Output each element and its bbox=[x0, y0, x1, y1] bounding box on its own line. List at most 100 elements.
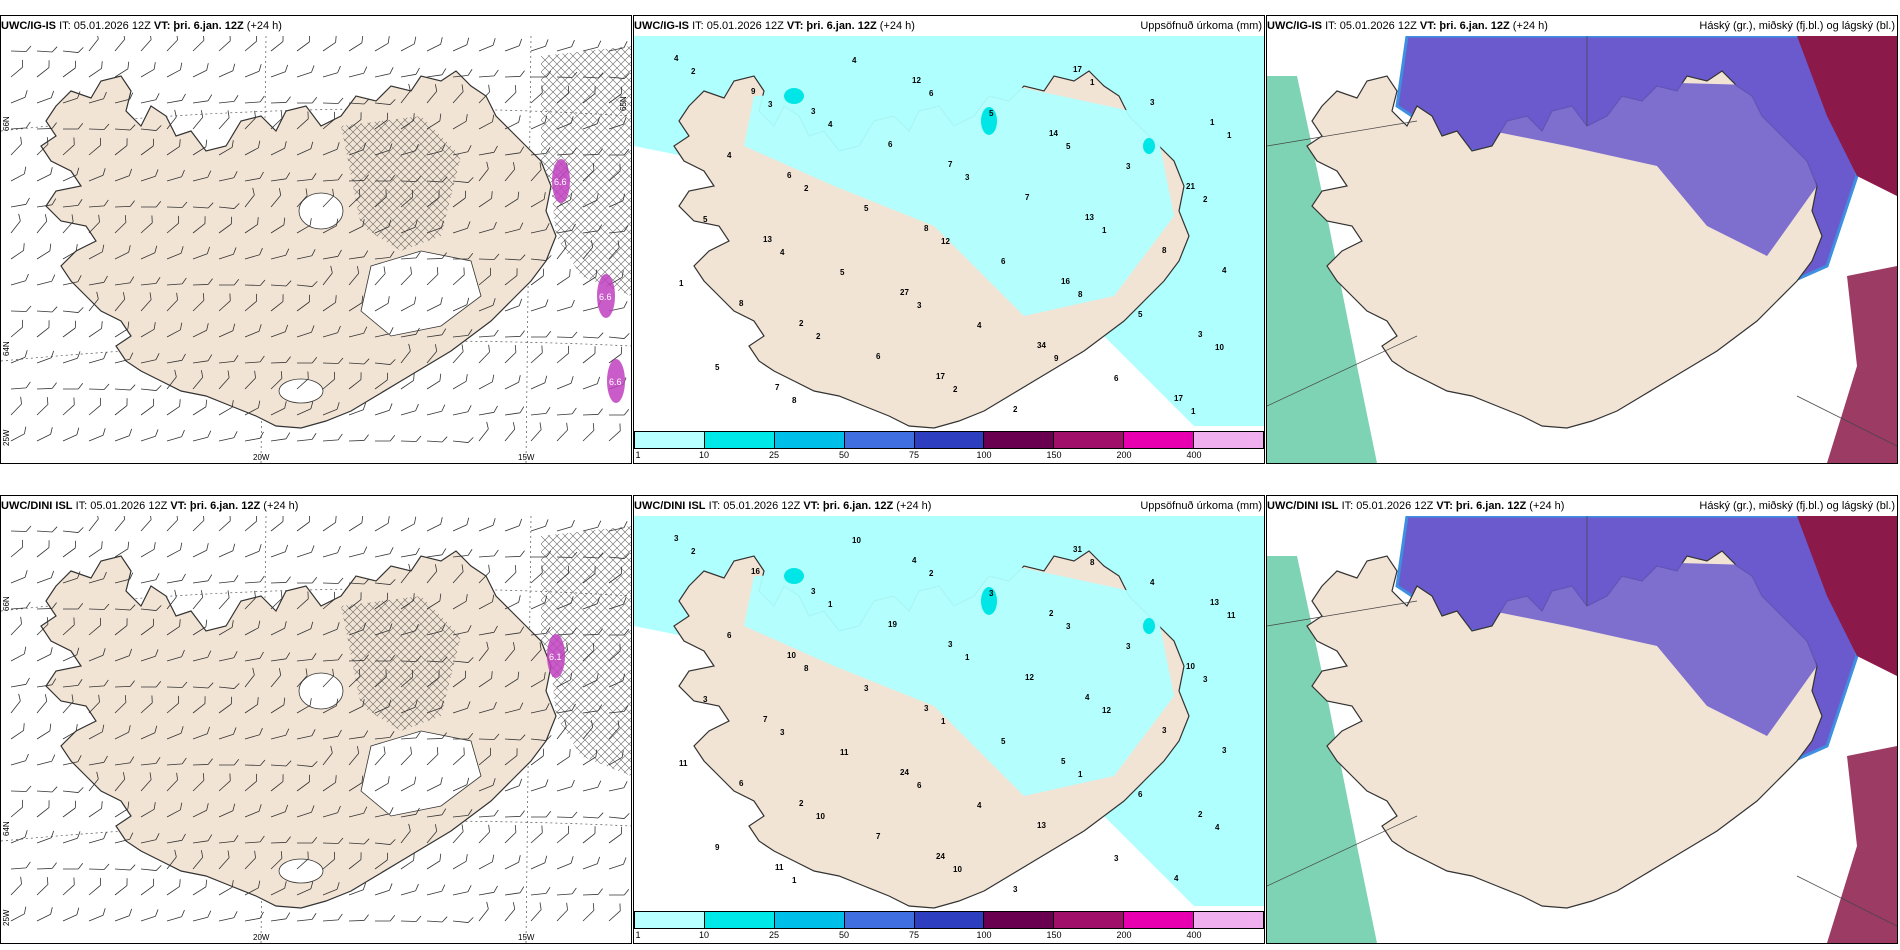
glacier-myrdalsjokull bbox=[278, 858, 324, 884]
precip-value: 6 bbox=[888, 140, 893, 149]
precip-value: 7 bbox=[1025, 193, 1030, 202]
map-canvas-cloud-1 bbox=[1267, 516, 1897, 943]
low-cloud-field-north bbox=[1797, 36, 1897, 196]
precip-value: 8 bbox=[1162, 246, 1167, 255]
precip-value: 31 bbox=[1073, 545, 1082, 554]
iceland-coastline bbox=[40, 550, 557, 909]
colorbar-tick-label: 200 bbox=[1116, 930, 1132, 940]
lead-time: (+24 h) bbox=[896, 500, 932, 512]
precip-value: 5 bbox=[864, 204, 869, 213]
colorbar-tick-label: 25 bbox=[768, 450, 780, 460]
bottom-precip-map-panel: UWC/DINI ISL IT: 05.01.2026 12Z VT: þri.… bbox=[633, 495, 1265, 944]
precip-value: 4 bbox=[852, 56, 857, 65]
precip-value: 2 bbox=[929, 569, 934, 578]
colorbar-swatch bbox=[774, 432, 845, 448]
precip-value: 7 bbox=[763, 715, 768, 724]
map-graticule bbox=[1267, 36, 1897, 447]
precip-max-west bbox=[784, 88, 804, 104]
precip-value: 1 bbox=[1090, 78, 1095, 87]
model-name: UWC/IG-IS bbox=[1267, 20, 1322, 32]
latitude-label: 65N bbox=[619, 96, 628, 111]
longitude-label: 20W bbox=[253, 453, 270, 462]
precip-max-east bbox=[1143, 138, 1155, 154]
map-graticule bbox=[1267, 516, 1897, 927]
init-time: IT: 05.01.2026 12Z bbox=[692, 20, 784, 32]
precip-value: 2 bbox=[1203, 195, 1208, 204]
precip-value: 3 bbox=[1150, 98, 1155, 107]
precip-value: 9 bbox=[751, 87, 756, 96]
wind-max-value: 6.6 bbox=[599, 292, 612, 302]
green-front-band bbox=[1267, 76, 1377, 463]
colorbar-ticks: 1 10 25 50 75 100 150 200 400 bbox=[634, 930, 1264, 941]
precip-value: 8 bbox=[1078, 290, 1083, 299]
precip-value: 4 bbox=[1215, 823, 1220, 832]
precip-value: 8 bbox=[924, 224, 929, 233]
precip-value: 10 bbox=[953, 865, 962, 874]
hatched-region-east bbox=[541, 46, 631, 296]
precip-value: 3 bbox=[1066, 622, 1071, 631]
precip-value: 3 bbox=[1203, 675, 1208, 684]
precip-value: 6 bbox=[917, 781, 922, 790]
model-name: UWC/IG-IS bbox=[1, 20, 56, 32]
precip-value: 7 bbox=[948, 160, 953, 169]
wind-barbs bbox=[10, 36, 630, 443]
precip-value: 12 bbox=[941, 237, 950, 246]
precip-value: 4 bbox=[977, 801, 982, 810]
precip-value: 11 bbox=[679, 759, 688, 768]
top-cloud-map-panel: UWC/IG-IS IT: 05.01.2026 12Z VT: þri. 6.… bbox=[1266, 15, 1898, 464]
colorbar-tick-label: 25 bbox=[768, 930, 780, 940]
wind-max-blob bbox=[552, 159, 570, 203]
top-precip-map-panel: UWC/IG-IS IT: 05.01.2026 12Z VT: þri. 6.… bbox=[633, 15, 1265, 464]
precip-value: 13 bbox=[1210, 598, 1219, 607]
precip-value: 3 bbox=[1162, 726, 1167, 735]
precip-value: 3 bbox=[989, 589, 994, 598]
high-cloud-over-land bbox=[1427, 556, 1817, 736]
precip-value: 3 bbox=[1126, 642, 1131, 651]
precip-value: 5 bbox=[1066, 142, 1071, 151]
valid-time: VT: þri. 6.jan. 12Z bbox=[1436, 500, 1527, 512]
hatched-region-east bbox=[541, 526, 631, 776]
precip-value: 6 bbox=[929, 89, 934, 98]
low-cloud-field-north bbox=[1797, 516, 1897, 676]
colorbar-swatch bbox=[1124, 432, 1195, 448]
colorbar-tick-label: 10 bbox=[698, 930, 710, 940]
colorbar-swatch bbox=[844, 432, 915, 448]
lead-time: (+24 h) bbox=[1512, 20, 1548, 32]
precip-value: 8 bbox=[804, 664, 809, 673]
longitude-label: 15W bbox=[518, 453, 535, 462]
precip-value: 3 bbox=[1222, 746, 1227, 755]
precip-value: 4 bbox=[780, 248, 785, 257]
latitude-label: 66N bbox=[2, 596, 11, 611]
precip-title: Uppsöfnuð úrkoma (mm) bbox=[1140, 500, 1262, 512]
precip-value: 1 bbox=[1227, 131, 1232, 140]
colorbar-swatch bbox=[1194, 432, 1264, 448]
panel-header: UWC/IG-IS IT: 05.01.2026 12Z VT: þri. 6.… bbox=[1267, 17, 1897, 35]
precip-value: 1 bbox=[679, 279, 684, 288]
valid-time: VT: þri. 6.jan. 12Z bbox=[803, 500, 894, 512]
precip-value: 19 bbox=[888, 620, 897, 629]
wind-max-blob bbox=[597, 274, 615, 318]
lead-time: (+24 h) bbox=[1529, 500, 1565, 512]
precip-value: 27 bbox=[900, 288, 909, 297]
precip-value: 3 bbox=[948, 640, 953, 649]
precip-value: 13 bbox=[1037, 821, 1046, 830]
low-cloud-field-south bbox=[1827, 746, 1897, 943]
wind-max-value: 6.6 bbox=[554, 177, 567, 187]
precip-value: 7 bbox=[775, 383, 780, 392]
map-canvas-precip-0: 4371342171716816371214211327341796788623… bbox=[634, 36, 1264, 429]
precip-value: 6 bbox=[1138, 790, 1143, 799]
latitude-label: 25W bbox=[2, 429, 11, 446]
init-time: IT: 05.01.2026 12Z bbox=[708, 500, 801, 512]
precip-max-west bbox=[784, 568, 804, 584]
panel-header: UWC/IG-IS IT: 05.01.2026 12Z VT: þri. 6.… bbox=[1, 17, 631, 35]
precip-value: 11 bbox=[840, 748, 849, 757]
precip-value: 2 bbox=[1198, 810, 1203, 819]
valid-time: VT: þri. 6.jan. 12Z bbox=[153, 20, 244, 32]
wind-max-value: 6.1 bbox=[549, 652, 562, 662]
precip-value: 6 bbox=[1001, 257, 1006, 266]
precip-value: 9 bbox=[715, 843, 720, 852]
low-cloud-field-south bbox=[1827, 266, 1897, 463]
precip-value: 7 bbox=[876, 832, 881, 841]
precip-value: 2 bbox=[953, 385, 958, 394]
colorbar-swatch bbox=[704, 912, 775, 928]
